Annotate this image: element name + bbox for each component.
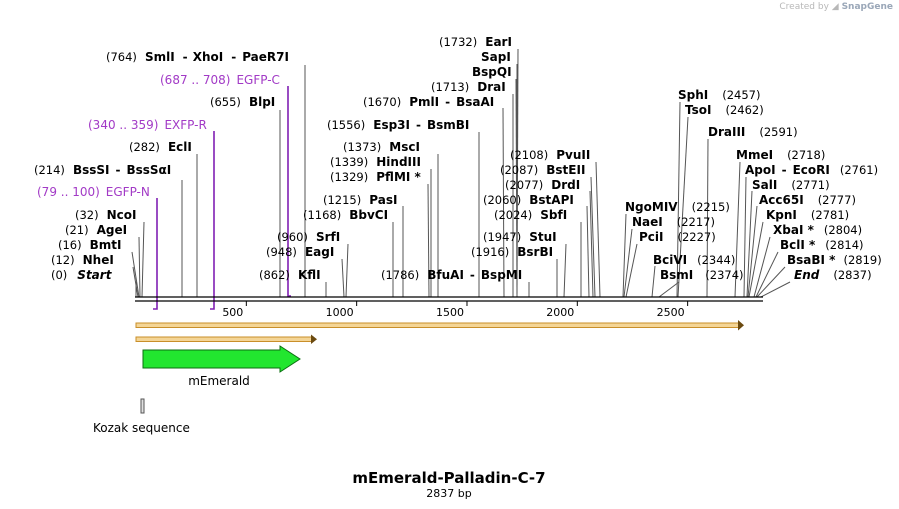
site-bstapi[interactable]: (2060) BstAPI xyxy=(483,193,574,207)
orf-bar-long xyxy=(135,322,740,328)
site-bsteii[interactable]: (2087) BstEII xyxy=(500,163,585,177)
feature-kozak[interactable]: Kozak sequence xyxy=(93,398,190,435)
site-agei[interactable]: (21) AgeI xyxy=(65,223,127,237)
site-nhei[interactable]: (12) NheI xyxy=(51,253,114,267)
orf-arrowhead-long xyxy=(738,320,744,331)
site-end[interactable]: End (2837) xyxy=(794,268,872,282)
scale-tick-label: 2000 xyxy=(546,306,574,319)
site-stui[interactable]: (1947) StuI xyxy=(483,230,557,244)
site-pmli[interactable]: (1670) PmlI - BsaAI xyxy=(363,95,494,109)
site-bsmi[interactable]: BsmI (2374) xyxy=(660,268,744,282)
site-start[interactable]: (0) Start xyxy=(51,268,113,282)
scale-tick-label: 1500 xyxy=(436,306,464,319)
site-bsssi[interactable]: (214) BssSI - BssSαI xyxy=(34,163,171,177)
site-apoi[interactable]: ApoI - EcoRI (2761) xyxy=(745,163,878,177)
site-pvuii[interactable]: (2108) PvuII xyxy=(510,148,590,162)
credit-prefix: Created by xyxy=(779,2,829,12)
site-kpni[interactable]: KpnI (2781) xyxy=(766,208,849,222)
map-title: mEmerald-Palladin-C-7 xyxy=(352,469,545,487)
site-drai[interactable]: (1713) DraI xyxy=(431,80,506,94)
primer-markers xyxy=(153,86,291,310)
site-ngomiv[interactable]: NgoMIV (2215) xyxy=(625,200,730,214)
primer-egfp-c[interactable]: (687 .. 708) EGFP-C xyxy=(160,73,280,87)
memerald-label: mEmerald xyxy=(188,374,250,388)
scale-tick-label: 1000 xyxy=(326,306,354,319)
site-drdi[interactable]: (2077) DrdI xyxy=(505,178,580,192)
site-blpi[interactable]: (655) BlpI xyxy=(210,95,275,109)
site-eari[interactable]: (1732) EarI xyxy=(439,35,512,49)
site-sphi[interactable]: SphI (2457) xyxy=(678,88,761,102)
site-kfli[interactable]: (862) KflI xyxy=(259,268,321,282)
site-eagi[interactable]: (948) EagI xyxy=(266,245,334,259)
map-length: 2837 bp xyxy=(426,487,471,500)
site-mmei[interactable]: MmeI (2718) xyxy=(736,148,825,162)
site-bsabi[interactable]: BsaBI * (2819) xyxy=(787,253,882,267)
connector-lines xyxy=(131,48,791,298)
site-bsrbi[interactable]: (1916) BsrBI xyxy=(471,245,553,259)
site-bfuai[interactable]: (1786) BfuAI - BspMI xyxy=(381,268,522,282)
site-msci[interactable]: (1373) MscI xyxy=(343,140,420,154)
primer-exfp-r[interactable]: (340 .. 359) EXFP-R xyxy=(88,118,207,132)
primer-arrow-egfp-n xyxy=(153,198,158,310)
memerald-feature-arrow[interactable] xyxy=(142,345,301,373)
site-acc65i[interactable]: Acc65I (2777) xyxy=(759,193,856,207)
site-pflmi[interactable]: (1329) PflMI * xyxy=(330,170,422,184)
site-esp3i[interactable]: (1556) Esp3I - BsmBI xyxy=(327,118,469,132)
snapgene-logo-icon: ◢ xyxy=(831,2,839,12)
site-ecli[interactable]: (282) EclI xyxy=(129,140,192,154)
scale-ticks: 500 1000 1500 2000 2500 xyxy=(222,301,689,319)
site-pasi[interactable]: (1215) PasI xyxy=(323,193,397,207)
site-bmti[interactable]: (16) BmtI xyxy=(58,238,121,252)
feature-memerald[interactable]: mEmerald xyxy=(142,345,301,388)
orf-arrowhead-short xyxy=(311,334,317,344)
site-pcii[interactable]: PciI (2227) xyxy=(639,230,716,244)
primer-arrow-exfp-r xyxy=(210,131,215,310)
site-bspqi[interactable]: BspQI xyxy=(472,65,512,79)
credit-brand: SnapGene xyxy=(841,2,893,12)
site-smli[interactable]: (764) SmlI - XhoI - PaeR7I xyxy=(106,50,289,64)
site-sapi[interactable]: SapI xyxy=(481,50,511,64)
site-ncoi[interactable]: (32) NcoI xyxy=(75,208,136,222)
site-bcivi[interactable]: BciVI (2344) xyxy=(653,253,735,267)
site-srfi[interactable]: (960) SrfI xyxy=(277,230,340,244)
orf-bar-short xyxy=(135,336,313,342)
scale-tick-label: 2500 xyxy=(657,306,685,319)
scale-tick-label: 500 xyxy=(222,306,243,319)
primer-arrow-egfp-c xyxy=(287,86,291,297)
dna-backbone xyxy=(135,296,763,302)
site-draiii[interactable]: DraIII (2591) xyxy=(708,125,798,139)
snapgene-credit: Created by ◢ SnapGene xyxy=(779,2,893,12)
site-naei[interactable]: NaeI (2217) xyxy=(632,215,715,229)
kozak-label: Kozak sequence xyxy=(93,421,190,435)
site-tsoi[interactable]: TsoI (2462) xyxy=(685,103,764,117)
orf-bars xyxy=(135,320,744,344)
kozak-feature-box[interactable] xyxy=(140,398,145,414)
site-xbai[interactable]: XbaI * (2804) xyxy=(773,223,862,237)
site-sbfi[interactable]: (2024) SbfI xyxy=(494,208,567,222)
primer-egfp-n[interactable]: (79 .. 100) EGFP-N xyxy=(37,185,150,199)
site-bbvci[interactable]: (1168) BbvCI xyxy=(303,208,388,222)
site-bcli[interactable]: BclI * (2814) xyxy=(780,238,864,252)
site-hindiii[interactable]: (1339) HindIII xyxy=(330,155,421,169)
site-sali[interactable]: SalI (2771) xyxy=(752,178,830,192)
